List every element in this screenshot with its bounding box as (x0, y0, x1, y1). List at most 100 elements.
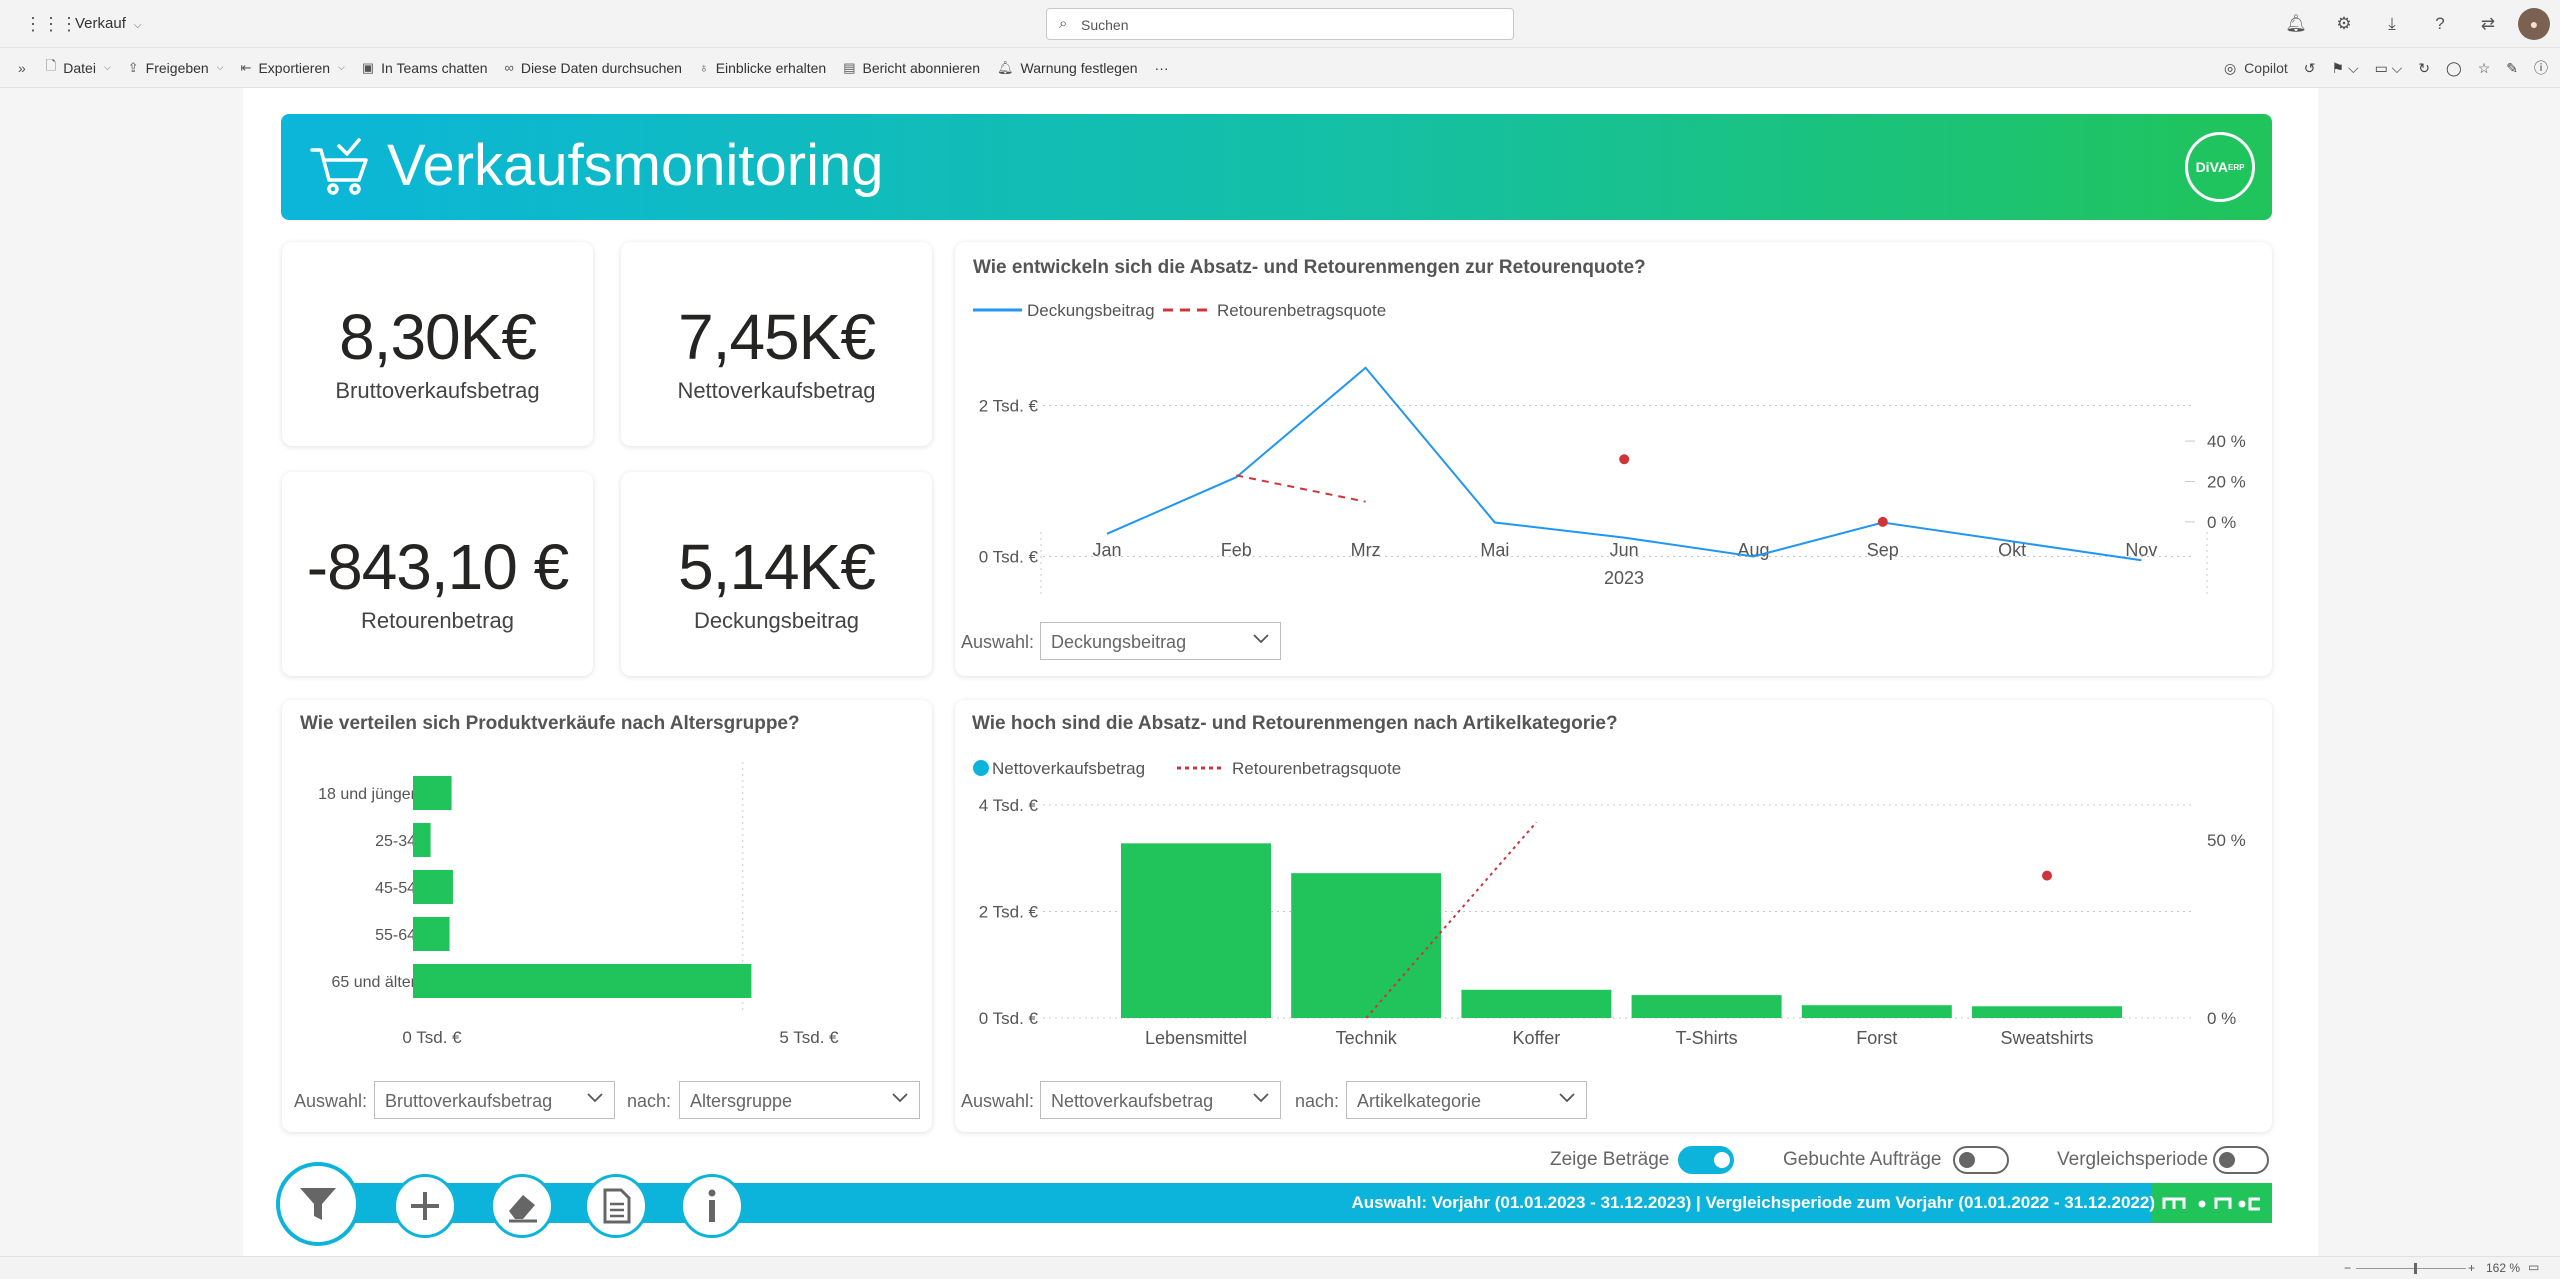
filter-icon (300, 1188, 336, 1220)
age-chart-card[interactable]: Wie verteilen sich Produktverkäufe nach … (282, 700, 932, 1132)
zoom-plus-icon[interactable]: + (2468, 1261, 2476, 1275)
kpi-label: Retourenbetrag (361, 608, 514, 633)
kpi-label: Nettoverkaufsbetrag (677, 378, 876, 403)
zoom-slider-thumb[interactable] (2414, 1263, 2417, 1274)
x-tick-label: T-Shirts (1676, 1028, 1738, 1048)
kpi-value: -843,10 € (306, 531, 569, 603)
app-title[interactable]: Verkauf ⌵ (75, 15, 141, 32)
kpi-card-netto[interactable]: 7,45K€ Nettoverkaufsbetrag (621, 242, 932, 446)
document-button[interactable] (584, 1174, 648, 1238)
reset-icon[interactable]: ↺ (2303, 59, 2316, 76)
search-input[interactable]: ⌕ Suchen (1046, 8, 1514, 40)
age-dimension-select[interactable]: Altersgruppe (679, 1081, 920, 1119)
y-tick-label: 2 Tsd. € (979, 397, 1039, 416)
x-tick-label: Mrz (1351, 540, 1381, 560)
category-chart[interactable]: Nettoverkaufsbetrag Retourenbetragsquote… (955, 700, 2272, 1132)
status-bar: − + 162 % ▭ (0, 1256, 2560, 1279)
toolbar-more[interactable]: ··· (1155, 60, 1169, 76)
edit-icon[interactable]: ✎ (2506, 59, 2518, 76)
download-icon[interactable]: ⤓ (2388, 14, 2396, 33)
export-icon: ⇤ (240, 59, 252, 75)
filter-button[interactable] (276, 1162, 360, 1246)
toolbar-file-label: Datei (63, 59, 96, 76)
kpi-card-retouren[interactable]: -843,10 € Retourenbetrag (282, 472, 593, 676)
toggle-label-amounts: Zeige Beträge (1550, 1149, 1670, 1170)
add-button[interactable] (393, 1174, 457, 1238)
chevron-down-icon: ⌵ (338, 62, 345, 72)
clear-button[interactable] (490, 1174, 554, 1238)
avatar[interactable]: ● (2518, 8, 2550, 40)
document-icon (603, 1188, 631, 1224)
age-bar-chart[interactable]: 0 Tsd. € 5 Tsd. € 18 und jünger 25-34 45-54 5… (282, 700, 932, 1132)
toolbar-file[interactable]: 🗋 Datei ⌵ (46, 57, 111, 79)
bell-icon[interactable]: 🔔︎ (2285, 14, 2307, 33)
copilot-button[interactable]: Copilot (2244, 60, 2288, 76)
x-tick-label: Jan (1092, 540, 1121, 560)
toolbar-subscribe[interactable]: ▤ Bericht abonnieren (843, 60, 980, 76)
app-launcher-icon[interactable]: ⋮⋮⋮ (24, 14, 78, 34)
subscribe-icon: ▤ (843, 59, 856, 75)
series-point-retourenquote (2042, 870, 2052, 881)
chevron-down-icon: ⌵ (133, 20, 142, 31)
comment-icon[interactable]: ◯ (2446, 59, 2462, 76)
report-title: Verkaufsmonitoring (387, 133, 884, 198)
share-icon[interactable]: ⇄ (2480, 14, 2496, 33)
x-tick-label: Lebensmittel (1145, 1028, 1247, 1048)
info-icon[interactable]: ⓘ (2534, 60, 2548, 76)
series-line-retourenquote (1236, 474, 1366, 503)
toolbar-insights-label: Einblicke erhalten (715, 59, 827, 76)
toolbar-teams-label: In Teams chatten (381, 59, 488, 76)
share-icon: ⇪ (127, 59, 139, 75)
kpi-card-brutto[interactable]: 8,30K€ Bruttoverkaufsbetrag (282, 242, 593, 446)
toolbar-export[interactable]: ⇤ Exportieren ⌵ (241, 60, 345, 76)
search-placeholder: Suchen (1081, 17, 1129, 33)
bookmark-icon[interactable]: ⚑ ⌵ (2331, 59, 2359, 76)
zoom-minus-icon[interactable]: − (2344, 1261, 2352, 1275)
zoom-slider[interactable] (2356, 1268, 2466, 1269)
help-icon[interactable]: ? (2435, 14, 2445, 33)
toggle-show-amounts[interactable] (1678, 1146, 1734, 1174)
toggle-label-orders: Gebuchte Aufträge (1783, 1149, 1942, 1170)
view-icon[interactable]: ▭ ⌵ (2374, 59, 2403, 76)
age-select-label: Auswahl: (294, 1091, 368, 1111)
x-tick-label: Koffer (1513, 1028, 1561, 1048)
line-measure-select[interactable]: Deckungsbeitrag (1040, 622, 1281, 660)
age-dimension-value: Altersgruppe (690, 1091, 793, 1111)
toolbar-share-label: Freigeben (145, 59, 209, 76)
toggle-booked-orders[interactable] (1953, 1146, 2009, 1174)
toolbar-teams[interactable]: ▣ In Teams chatten (362, 60, 488, 76)
category-dimension-select[interactable]: Artikelkategorie (1346, 1081, 1587, 1119)
y-tick-label: 0 Tsd. € (979, 1009, 1039, 1028)
category-measure-select[interactable]: Nettoverkaufsbetrag (1040, 1081, 1281, 1119)
y-tick-label: 65 und älter (331, 974, 416, 991)
lightbulb-icon: ♁ (698, 60, 709, 75)
bar-3 (413, 917, 450, 951)
kpi-card-deckung[interactable]: 5,14K€ Deckungsbeitrag (621, 472, 932, 676)
toolbar-explore[interactable]: ∞ Diese Daten durchsuchen (505, 60, 682, 76)
toolbar-insights[interactable]: ♁ Einblicke erhalten (699, 60, 826, 76)
info-button[interactable] (680, 1174, 744, 1238)
line-chart[interactable]: Deckungsbeitrag Retourenbetragsquote 2 T… (955, 242, 2272, 676)
fit-page-icon[interactable]: ▭ (2528, 1260, 2540, 1274)
age-measure-select[interactable]: Bruttoverkaufsbetrag (374, 1081, 615, 1119)
expand-icon[interactable]: » (18, 59, 26, 76)
category-chart-card[interactable]: Wie hoch sind die Absatz- und Retourenme… (955, 700, 2272, 1132)
age-measure-value: Bruttoverkaufsbetrag (385, 1091, 553, 1111)
refresh-icon[interactable]: ↻ (2418, 59, 2431, 76)
toolbar-share[interactable]: ⇪ Freigeben ⌵ (128, 60, 224, 76)
legend-label: Retourenbetragsquote (1232, 759, 1401, 778)
binoculars-icon: ∞ (504, 60, 514, 75)
x-tick-label: Feb (1221, 540, 1252, 560)
mac-logo (2162, 1197, 2260, 1211)
bar-3 (1631, 995, 1782, 1018)
line-legend: Deckungsbeitrag Retourenbetragsquote (973, 301, 1386, 320)
star-icon[interactable]: ☆ (2477, 59, 2491, 76)
bar-1 (1291, 873, 1442, 1018)
toolbar-alert[interactable]: 🔔︎ Warnung festlegen (997, 60, 1138, 76)
gear-icon[interactable]: ⚙ (2336, 14, 2352, 33)
line-chart-card[interactable]: Wie entwickeln sich die Absatz- und Reto… (955, 242, 2272, 676)
toggle-comparison-period[interactable] (2213, 1146, 2269, 1174)
top-bar: ⋮⋮⋮ Verkauf ⌵ ⌕ Suchen 🔔︎ ⚙ ⤓ ? ⇄ ● (0, 0, 2560, 48)
report-toolbar: » 🗋 Datei ⌵ ⇪ Freigeben ⌵ ⇤ Exportieren ⌵ ▣ In … (0, 48, 2560, 88)
y2-tick-label: 50 % (2207, 831, 2246, 850)
